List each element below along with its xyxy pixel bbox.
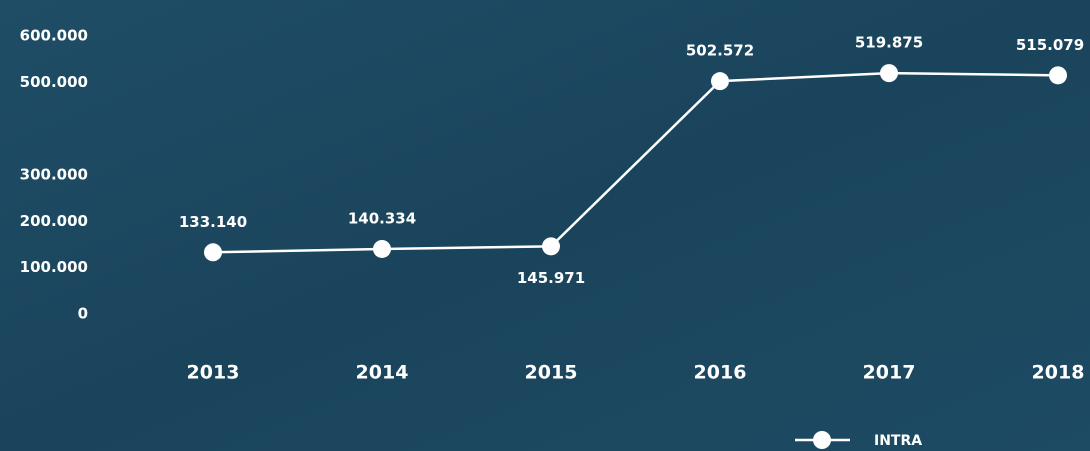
x-tick-label: 2018 [1032,362,1085,384]
x-tick-label: 2017 [863,362,916,384]
value-label: 515.079 [1016,36,1084,54]
y-tick-label: 200.000 [20,212,88,230]
chart: 0 100.000 200.000 300.000 500.000 600.000 2013… [0,0,1090,451]
point [711,72,729,90]
x-tick-label: 2015 [525,362,578,384]
value-label: 519.875 [855,34,923,52]
value-label: 140.334 [348,209,416,227]
y-tick-label: 0 [78,305,88,323]
x-tick-label: 2013 [187,362,240,384]
y-tick-label: 300.000 [20,166,88,184]
y-tick-label: 600.000 [20,27,88,45]
x-tick-label: 2014 [356,362,409,384]
value-label: 502.572 [686,42,754,60]
legend-marker [813,431,831,449]
point [880,64,898,82]
point [204,243,222,261]
x-tick-label: 2016 [694,362,747,384]
value-label: 145.971 [517,269,585,287]
point [542,237,560,255]
point [1049,66,1067,84]
legend-label: INTRA [874,433,922,449]
y-tick-label: 100.000 [20,258,88,276]
value-label: 133.140 [179,213,247,231]
point [373,240,391,258]
y-tick-label: 500.000 [20,73,88,91]
